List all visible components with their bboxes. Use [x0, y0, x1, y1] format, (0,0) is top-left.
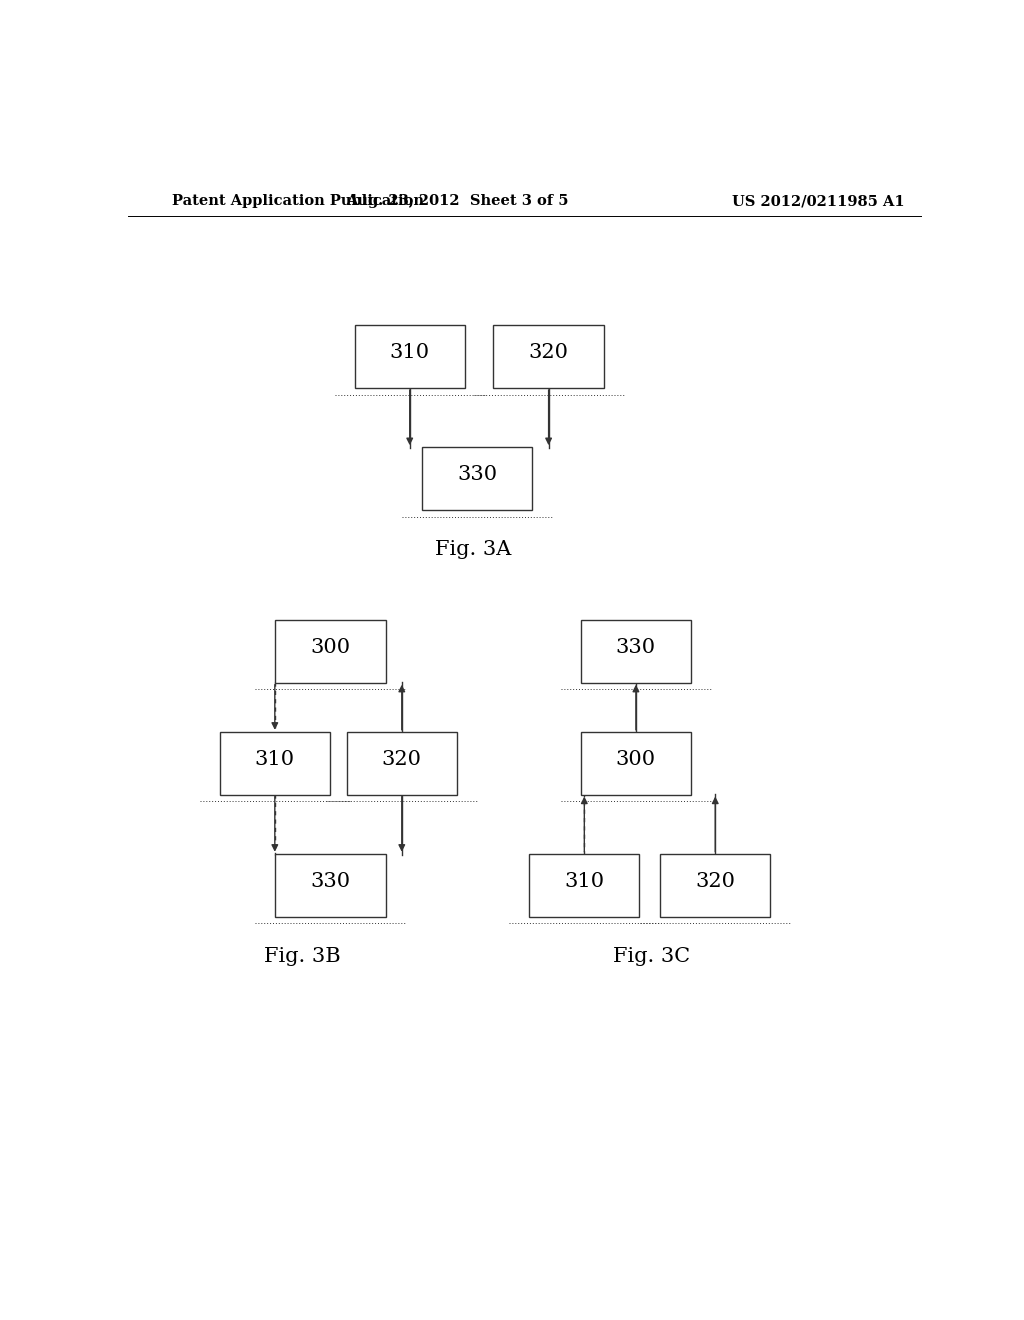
FancyBboxPatch shape — [220, 731, 330, 795]
Text: Fig. 3C: Fig. 3C — [613, 946, 690, 966]
Text: 310: 310 — [255, 750, 295, 768]
Text: 330: 330 — [615, 638, 656, 657]
Text: Fig. 3B: Fig. 3B — [264, 946, 341, 966]
Text: 310: 310 — [564, 871, 604, 891]
Text: 300: 300 — [615, 750, 656, 768]
FancyBboxPatch shape — [422, 447, 532, 510]
Text: Aug. 23, 2012  Sheet 3 of 5: Aug. 23, 2012 Sheet 3 of 5 — [346, 194, 568, 209]
FancyBboxPatch shape — [275, 620, 385, 682]
FancyBboxPatch shape — [347, 731, 457, 795]
FancyBboxPatch shape — [275, 854, 385, 916]
Text: 320: 320 — [528, 343, 568, 362]
Text: 320: 320 — [695, 871, 735, 891]
Text: US 2012/0211985 A1: US 2012/0211985 A1 — [732, 194, 905, 209]
Text: 310: 310 — [390, 343, 430, 362]
FancyBboxPatch shape — [581, 731, 691, 795]
FancyBboxPatch shape — [354, 325, 465, 388]
Text: Patent Application Publication: Patent Application Publication — [172, 194, 424, 209]
Text: 330: 330 — [457, 465, 498, 484]
FancyBboxPatch shape — [581, 620, 691, 682]
FancyBboxPatch shape — [529, 854, 639, 916]
FancyBboxPatch shape — [660, 854, 770, 916]
Text: Fig. 3A: Fig. 3A — [435, 540, 511, 560]
Text: 330: 330 — [310, 871, 350, 891]
FancyBboxPatch shape — [494, 325, 604, 388]
Text: 300: 300 — [310, 638, 350, 657]
Text: 320: 320 — [382, 750, 422, 768]
